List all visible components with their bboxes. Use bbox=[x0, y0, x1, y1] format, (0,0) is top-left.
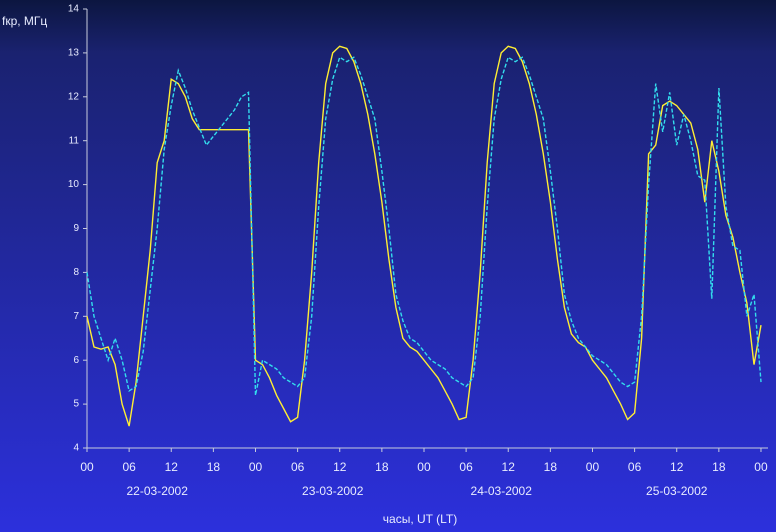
y-tick-label: 8 bbox=[73, 267, 79, 278]
x-tick-label: 00 bbox=[80, 460, 94, 474]
y-tick-label: 7 bbox=[73, 311, 79, 322]
y-tick-label: 13 bbox=[68, 48, 80, 59]
x-tick-label: 00 bbox=[249, 460, 263, 474]
series-line bbox=[86, 56, 762, 396]
x-tick-label: 06 bbox=[628, 460, 642, 474]
x-tick-label: 18 bbox=[375, 460, 389, 474]
y-tick-label: 11 bbox=[69, 135, 80, 146]
x-tick-label: 12 bbox=[333, 460, 347, 474]
y-tick-label: 4 bbox=[73, 443, 79, 454]
series-line bbox=[86, 45, 762, 427]
y-tick-label: 10 bbox=[68, 179, 80, 190]
y-tick-label: 9 bbox=[73, 223, 79, 234]
x-tick-label: 00 bbox=[586, 460, 600, 474]
x-tick-label: 12 bbox=[670, 460, 684, 474]
x-tick-label: 12 bbox=[502, 460, 516, 474]
date-label: 25-03-2002 bbox=[646, 484, 708, 498]
y-tick-label: 6 bbox=[73, 355, 79, 366]
x-tick-label: 06 bbox=[459, 460, 473, 474]
x-tick-label: 12 bbox=[165, 460, 179, 474]
y-tick-label: 12 bbox=[68, 91, 80, 102]
x-tick-label: 00 bbox=[417, 460, 431, 474]
x-tick-label: 18 bbox=[207, 460, 221, 474]
x-tick-label: 18 bbox=[544, 460, 558, 474]
x-tick-label: 18 bbox=[712, 460, 726, 474]
date-label: 24-03-2002 bbox=[471, 484, 533, 498]
x-tick-label: 06 bbox=[291, 460, 305, 474]
date-label: 23-03-2002 bbox=[302, 484, 364, 498]
y-axis-label: fкр, МГц bbox=[2, 14, 47, 28]
date-label: 22-03-2002 bbox=[127, 484, 189, 498]
x-axis-label: часы, UT (LT) bbox=[383, 512, 457, 526]
y-tick-label: 5 bbox=[73, 399, 79, 410]
x-tick-label: 00 bbox=[754, 460, 768, 474]
x-tick-label: 06 bbox=[122, 460, 136, 474]
y-tick-label: 14 bbox=[68, 4, 80, 15]
